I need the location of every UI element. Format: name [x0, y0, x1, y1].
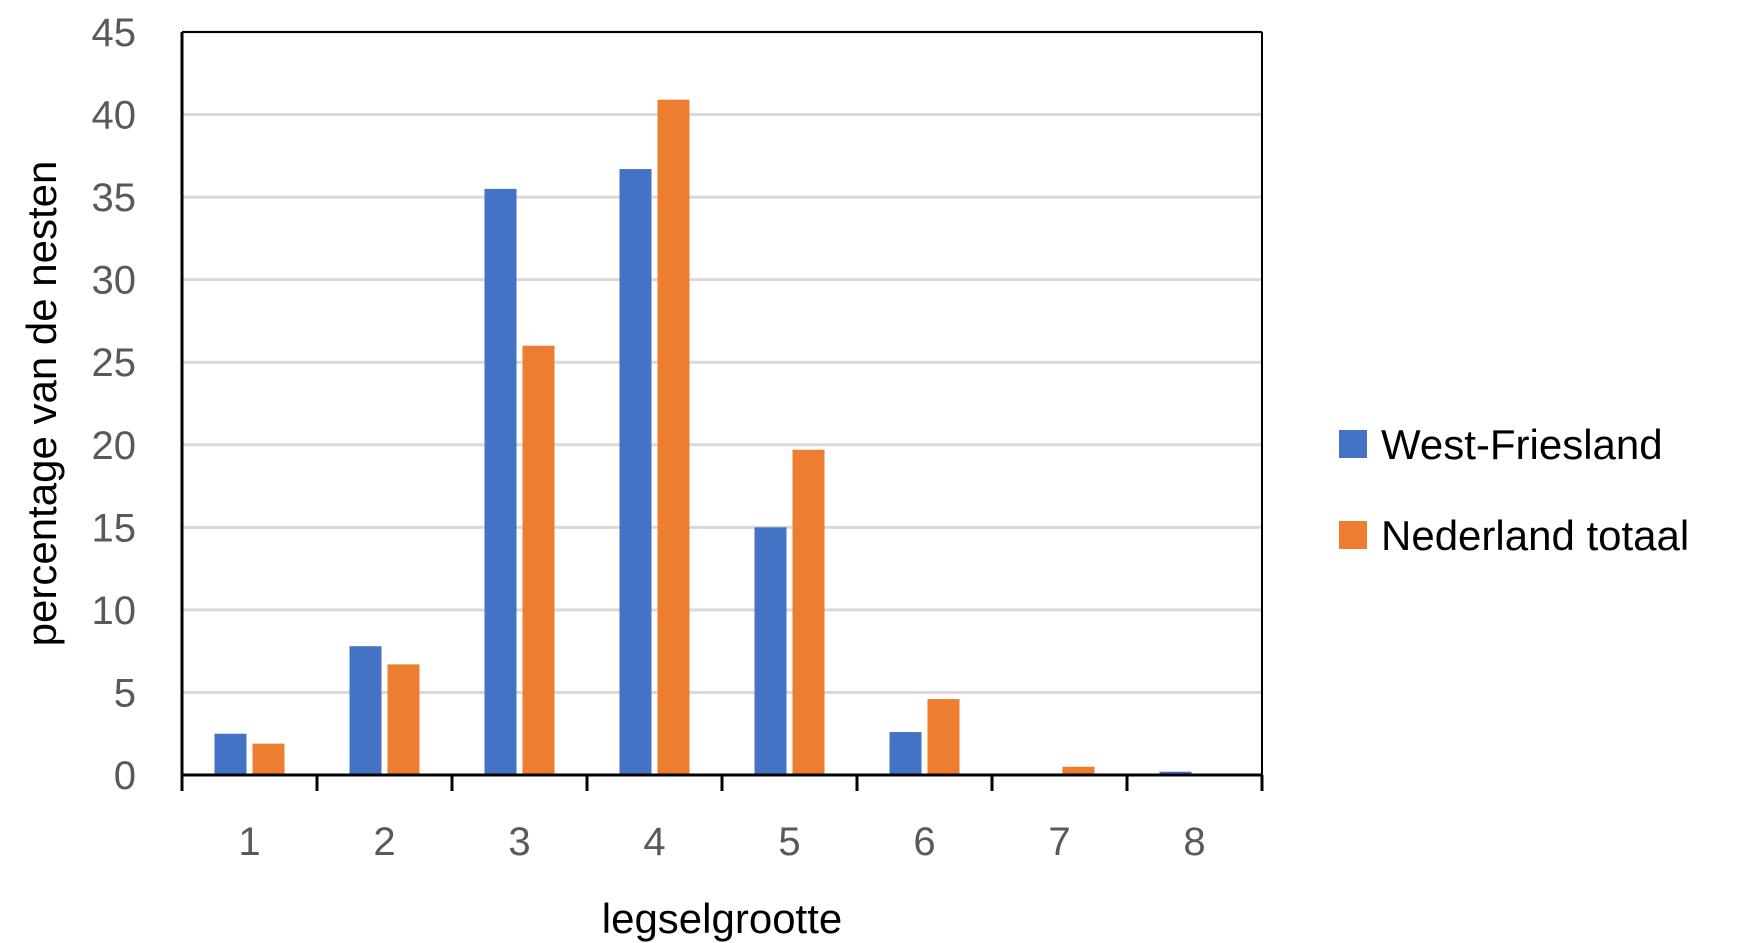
legend-swatch: [1339, 430, 1367, 458]
y-tick-label: 45: [92, 11, 137, 55]
bar-west-friesland: [214, 733, 247, 775]
bar-west-friesland: [349, 646, 382, 775]
x-axis-title: legselgrootte: [602, 895, 843, 942]
legend-swatch: [1339, 521, 1367, 549]
y-tick-label: 30: [92, 259, 137, 303]
bar-west-friesland: [889, 732, 922, 775]
bar-nederland-totaal: [657, 99, 690, 775]
bar-nederland-totaal: [927, 699, 960, 775]
y-tick-label: 25: [92, 341, 137, 385]
x-tick-label: 7: [1048, 820, 1070, 864]
bar-nederland-totaal: [387, 664, 420, 775]
y-axis-title: percentage van de nesten: [18, 161, 65, 647]
y-tick-label: 15: [92, 506, 137, 550]
bar-west-friesland: [1159, 771, 1192, 775]
x-tick-label: 5: [778, 820, 800, 864]
bars: [214, 99, 1192, 775]
bar-west-friesland: [484, 188, 517, 775]
y-tick-label: 20: [92, 424, 137, 468]
bar-west-friesland: [619, 169, 652, 775]
y-tick-label: 35: [92, 176, 137, 220]
x-tick-label: 6: [913, 820, 935, 864]
legend: West-Friesland Nederland totaal: [1339, 421, 1689, 559]
x-tick-label: 4: [643, 820, 665, 864]
bar-nederland-totaal: [252, 743, 285, 775]
x-tick-label: 8: [1183, 820, 1205, 864]
bar-nederland-totaal: [792, 449, 825, 775]
x-tick-label: 2: [373, 820, 395, 864]
y-tick-label: 0: [114, 754, 136, 798]
gridlines: [182, 30, 1262, 694]
x-tick-label: 1: [238, 820, 260, 864]
legend-label: Nederland totaal: [1381, 512, 1689, 559]
y-tick-label: 5: [114, 671, 136, 715]
legend-label: West-Friesland: [1381, 421, 1663, 468]
y-tick-label: 40: [92, 94, 137, 138]
bar-nederland-totaal: [522, 345, 555, 775]
bar-west-friesland: [754, 527, 787, 775]
x-tick-label: 3: [508, 820, 530, 864]
axes: [180, 31, 1264, 791]
bar-nederland-totaal: [1062, 766, 1095, 775]
y-tick-label: 10: [92, 589, 137, 633]
